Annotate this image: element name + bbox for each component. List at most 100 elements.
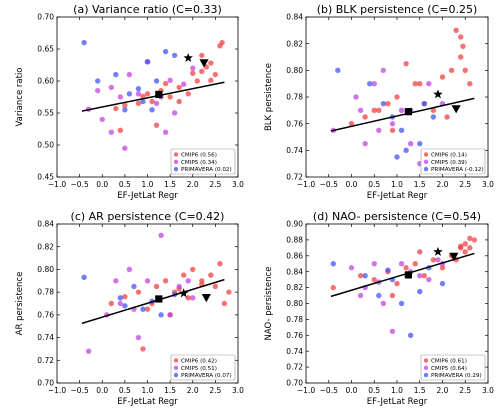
data-point xyxy=(176,283,182,290)
y-tick-label: 0.72 xyxy=(286,363,303,372)
x-tick-label: 0.0 xyxy=(96,386,108,395)
y-tick-label: 0.82 xyxy=(37,242,54,251)
legend-marker xyxy=(423,152,429,157)
plot-frame xyxy=(56,16,239,178)
y-tick-label: 0.76 xyxy=(37,310,54,319)
series-cmip6 xyxy=(113,39,225,133)
series-primavera xyxy=(330,261,446,338)
y-tick-label: 0.74 xyxy=(286,347,303,356)
legend-box xyxy=(420,148,486,175)
legend-marker xyxy=(423,365,429,370)
data-point xyxy=(185,91,191,97)
data-point xyxy=(149,98,155,105)
data-point xyxy=(417,272,423,279)
x-tick-label: −1.0 xyxy=(48,386,66,395)
x-tick-label: −0.5 xyxy=(320,180,338,189)
x-tick-label: 0.5 xyxy=(368,180,380,189)
data-point xyxy=(380,67,387,74)
legend-marker xyxy=(173,159,179,164)
legend-marker xyxy=(423,372,429,378)
mean-square-marker xyxy=(155,90,163,99)
data-point xyxy=(417,80,423,87)
legend-marker xyxy=(173,372,179,378)
x-tick-label: 1.0 xyxy=(391,180,403,189)
x-tick-label: 2.0 xyxy=(437,386,449,395)
x-tick-label: 3.0 xyxy=(232,180,244,189)
y-tick-label: 0.82 xyxy=(286,39,303,48)
legend-entry: CMIP5 (0.51) xyxy=(181,366,217,372)
data-point xyxy=(407,140,414,147)
data-point xyxy=(122,145,128,151)
plot-frame xyxy=(305,223,489,384)
x-tick-label: 2.0 xyxy=(187,180,199,189)
data-point xyxy=(153,78,160,84)
data-point xyxy=(199,52,205,59)
y-tick-label: 0.80 xyxy=(37,265,54,274)
y-tick-label: 0.76 xyxy=(286,331,303,340)
legend-entry: PRIMAVERA (0.02) xyxy=(181,167,232,173)
data-point xyxy=(330,261,336,267)
data-point xyxy=(131,283,137,290)
y-tick-label: 0.86 xyxy=(286,251,303,260)
data-point xyxy=(117,94,124,100)
y-tick-label: 0.78 xyxy=(286,315,303,324)
x-tick-label: 2.0 xyxy=(187,386,199,395)
data-point xyxy=(357,272,364,279)
legend-box xyxy=(420,354,486,381)
data-point xyxy=(421,100,427,107)
data-point xyxy=(181,272,187,278)
y-tick-label: 0.90 xyxy=(286,220,303,229)
data-point xyxy=(376,127,382,134)
data-point xyxy=(448,67,455,74)
data-point xyxy=(389,127,396,134)
panel-0: (a) Variance ratio (C=0.33) −1.0 −0.5 0.0 0.… xyxy=(15,3,244,201)
x-tick-label: −1.0 xyxy=(48,180,66,189)
y-tick-label: 0.72 xyxy=(37,356,54,365)
data-point xyxy=(162,48,169,55)
x-tick-label: 2.5 xyxy=(209,180,221,189)
data-point xyxy=(190,266,196,273)
y-tick-label: 0.84 xyxy=(286,13,303,22)
x-tick-label: 0.5 xyxy=(119,180,131,189)
data-point xyxy=(353,94,359,100)
panel-2: (c) AR persistence (C=0.42) −1.0 −0.5 0.0 0.… xyxy=(15,210,244,407)
series-cmip5 xyxy=(85,232,196,354)
data-point xyxy=(81,274,87,281)
legend-entry: CMIP5 (0.64) xyxy=(431,366,467,372)
data-point xyxy=(144,59,151,65)
mean-square-marker xyxy=(404,271,412,279)
data-point xyxy=(407,332,414,338)
legend: CMIP6 (0.42)CMIP5 (0.51)PRIMAVERA (0.07) xyxy=(170,354,236,381)
panel-title: (a) Variance ratio (C=0.33) xyxy=(73,3,222,16)
data-point xyxy=(117,295,124,301)
y-tick-label: 0.78 xyxy=(37,288,54,297)
data-point xyxy=(426,276,432,283)
data-point xyxy=(171,52,178,59)
x-tick-label: −0.5 xyxy=(71,180,89,189)
legend-entry: CMIP6 (0.14) xyxy=(431,153,467,159)
series-primavera xyxy=(335,67,437,160)
y-tick-label: 0.74 xyxy=(37,333,54,342)
legend-entry: CMIP6 (0.56) xyxy=(181,153,217,159)
data-point xyxy=(135,100,142,107)
x-tick-label: 1.0 xyxy=(142,180,154,189)
data-point xyxy=(362,140,368,147)
triangle-marker xyxy=(449,252,459,261)
y-axis-label: Variance ratio xyxy=(15,67,25,126)
x-tick-label: 0.0 xyxy=(346,386,358,395)
legend-marker xyxy=(423,358,429,363)
data-point xyxy=(439,280,446,287)
x-tick-label: 1.5 xyxy=(164,180,176,189)
data-point xyxy=(199,68,205,75)
data-point xyxy=(144,278,151,284)
legend: CMIP6 (0.14)CMIP5 (0.39)PRIMAVERA (-0.12… xyxy=(420,148,486,175)
data-point xyxy=(81,39,87,46)
legend-entry: CMIP5 (0.39) xyxy=(431,160,467,166)
data-point xyxy=(376,107,382,114)
data-point xyxy=(462,249,468,255)
data-point xyxy=(158,312,164,318)
data-point xyxy=(190,295,196,301)
regression-line xyxy=(330,252,475,298)
data-point xyxy=(394,280,400,287)
data-point xyxy=(126,71,133,78)
